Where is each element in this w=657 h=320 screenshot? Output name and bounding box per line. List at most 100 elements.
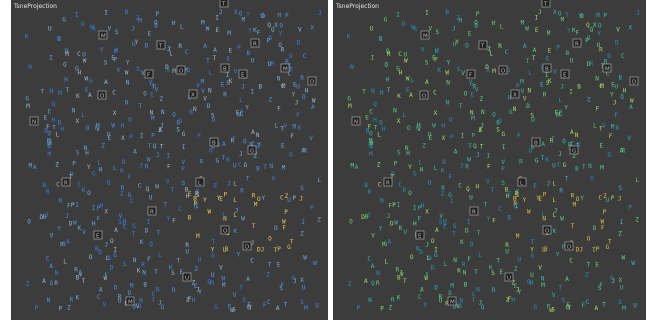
scatter-plot-right[interactable]: MBSKMEAZRYILNTJDNVNUPCJKTXVJZXKRJDWOOICC… bbox=[333, 0, 646, 320]
projected-point: Z bbox=[300, 231, 304, 238]
projected-point: N bbox=[72, 108, 76, 115]
projected-point: J bbox=[425, 241, 429, 248]
boxed-point-label[interactable]: M bbox=[420, 30, 430, 40]
projected-point: V bbox=[475, 87, 479, 94]
boxed-point-label[interactable]: F bbox=[466, 69, 476, 79]
projected-point: C bbox=[599, 83, 603, 90]
boxed-point-label[interactable]: M bbox=[602, 63, 612, 73]
projected-point: Y bbox=[597, 31, 601, 38]
boxed-point-label[interactable]: G bbox=[569, 145, 579, 155]
boxed-point-label[interactable]: D bbox=[242, 241, 252, 251]
projected-point: S bbox=[104, 60, 108, 67]
projected-point: V bbox=[203, 96, 207, 103]
boxed-point-label[interactable]: N bbox=[351, 116, 361, 126]
projected-point: H bbox=[441, 123, 445, 130]
projected-point: W bbox=[282, 218, 286, 225]
projected-point: S bbox=[491, 270, 495, 277]
projected-point: M bbox=[58, 90, 62, 97]
projected-point: O bbox=[209, 147, 213, 154]
projected-point: X bbox=[121, 135, 125, 142]
boxed-point-label[interactable]: E bbox=[560, 69, 570, 79]
boxed-point-label[interactable]: E bbox=[93, 230, 103, 240]
boxed-point-label[interactable]: R bbox=[250, 38, 260, 48]
tsne-projection-panel-left[interactable]: TsneProjection MBSKMEAZRYILNTJDNVNUPCJKT… bbox=[11, 0, 328, 320]
scatter-plot-left[interactable]: MBSKMEAZRYILNTJDNVNUPCJKTXVJZXKRJDWOOICC… bbox=[11, 0, 328, 320]
boxed-point-label[interactable]: E bbox=[415, 230, 425, 240]
boxed-point-label[interactable]: B bbox=[209, 137, 219, 147]
projected-point: J bbox=[452, 26, 456, 33]
boxed-point-label[interactable]: L bbox=[517, 177, 527, 187]
projected-point: F bbox=[576, 29, 580, 36]
projected-point: S bbox=[136, 66, 140, 73]
svg-text:O: O bbox=[100, 94, 105, 100]
projected-point: K bbox=[253, 27, 257, 34]
projected-point: B bbox=[176, 120, 180, 127]
boxed-point-label[interactable]: X bbox=[510, 89, 520, 99]
boxed-point-label[interactable]: T bbox=[156, 40, 166, 50]
projected-point: L bbox=[123, 261, 127, 268]
boxed-point-label[interactable]: O bbox=[498, 65, 508, 75]
boxed-point-label[interactable]: O bbox=[97, 90, 107, 100]
boxed-point-label[interactable]: O bbox=[176, 65, 186, 75]
boxed-point-label[interactable]: R bbox=[469, 206, 479, 216]
boxed-point-label[interactable]: L bbox=[195, 177, 205, 187]
projected-point: K bbox=[258, 142, 262, 149]
boxed-point-label[interactable]: R bbox=[572, 38, 582, 48]
projected-point: D bbox=[615, 39, 619, 46]
projected-point: R bbox=[70, 297, 74, 304]
boxed-point-label[interactable]: O bbox=[542, 225, 552, 235]
projected-point: V bbox=[486, 178, 490, 185]
boxed-point-label[interactable]: O bbox=[220, 225, 230, 235]
projected-point: V bbox=[553, 69, 557, 76]
projected-point: Q bbox=[107, 180, 111, 187]
boxed-point-label[interactable]: D bbox=[307, 76, 317, 86]
projected-point: J bbox=[318, 10, 322, 17]
boxed-point-label[interactable]: U bbox=[182, 272, 192, 282]
boxed-point-label[interactable]: M bbox=[125, 296, 135, 306]
boxed-point-label[interactable]: G bbox=[247, 145, 257, 155]
projected-point: G bbox=[384, 241, 388, 248]
projected-point: W bbox=[313, 260, 317, 267]
projected-point: S bbox=[457, 66, 461, 73]
projected-point: H bbox=[278, 12, 282, 19]
projected-point: I bbox=[535, 15, 539, 22]
boxed-point-label[interactable]: F bbox=[144, 69, 154, 79]
boxed-point-label[interactable]: B bbox=[220, 63, 230, 73]
boxed-point-label[interactable]: T bbox=[541, 0, 551, 8]
projected-point: R bbox=[121, 185, 125, 192]
boxed-point-label[interactable]: O bbox=[419, 90, 429, 100]
projected-point: V bbox=[284, 123, 288, 130]
boxed-point-label[interactable]: B bbox=[531, 137, 541, 147]
boxed-point-label[interactable]: M bbox=[98, 30, 108, 40]
tsne-projection-panel-right[interactable]: TsneProjection MBSKMEAZRYILNTJDNVNUPCJKT… bbox=[333, 0, 646, 320]
projected-point: P bbox=[60, 242, 64, 249]
boxed-point-label[interactable]: M bbox=[447, 296, 457, 306]
projected-point: L bbox=[233, 212, 237, 219]
projected-point: L bbox=[318, 177, 322, 184]
boxed-point-label[interactable]: M bbox=[280, 63, 290, 73]
projected-point: S bbox=[439, 219, 443, 226]
projected-point: S bbox=[436, 29, 440, 36]
boxed-point-label[interactable]: D bbox=[564, 241, 574, 251]
boxed-point-label[interactable]: T bbox=[219, 0, 229, 8]
boxed-point-label[interactable]: R bbox=[147, 206, 157, 216]
boxed-point-label[interactable]: N bbox=[29, 116, 39, 126]
boxed-point-label[interactable]: B bbox=[542, 63, 552, 73]
boxed-point-label[interactable]: R bbox=[61, 177, 71, 187]
boxed-point-label[interactable]: D bbox=[629, 76, 639, 86]
projected-point: I bbox=[182, 144, 186, 151]
projected-point: P bbox=[585, 38, 589, 45]
projected-point: L bbox=[444, 261, 448, 268]
boxed-point-label[interactable]: E bbox=[238, 69, 248, 79]
boxed-point-label[interactable]: U bbox=[504, 272, 514, 282]
boxed-point-label[interactable]: R bbox=[383, 177, 393, 187]
projected-point: F bbox=[582, 302, 586, 309]
projected-point: T bbox=[222, 155, 226, 162]
projected-point: O bbox=[386, 48, 390, 55]
boxed-point-label[interactable]: X bbox=[188, 89, 198, 99]
boxed-point-label[interactable]: T bbox=[478, 40, 488, 50]
projected-point: F bbox=[467, 256, 471, 263]
projected-point: T bbox=[531, 239, 535, 246]
projected-point: V bbox=[424, 302, 428, 309]
projected-point: F bbox=[609, 133, 613, 140]
